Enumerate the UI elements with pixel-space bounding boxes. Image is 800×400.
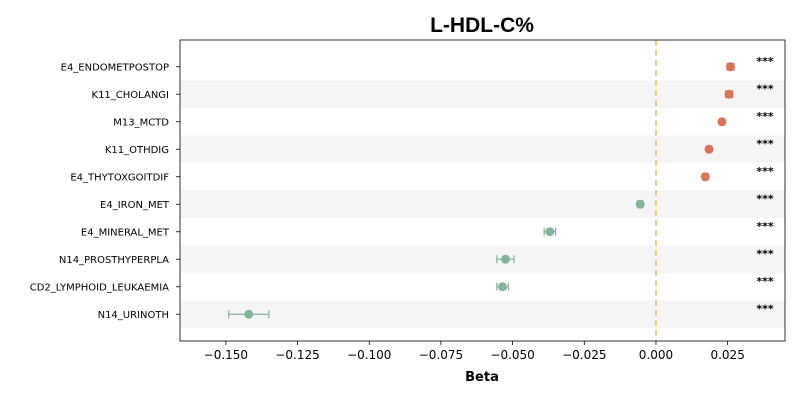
significance-label: *** xyxy=(756,82,774,95)
data-point-group: *** xyxy=(700,165,774,182)
significance-label: *** xyxy=(756,247,774,260)
y-tick-label: N14_URINOTH xyxy=(98,310,169,321)
row-stripes xyxy=(180,80,785,328)
beta-point xyxy=(726,62,736,72)
beta-point xyxy=(717,117,727,127)
x-tick-label: −0.025 xyxy=(562,348,606,362)
significance-label: *** xyxy=(756,220,774,233)
x-tick-label: −0.125 xyxy=(275,348,319,362)
y-tick-label: E4_MINERAL_MET xyxy=(81,227,170,238)
y-tick-label: CD2_LYMPHOID_LEUKAEMIA xyxy=(30,282,169,293)
row-stripe xyxy=(180,135,785,163)
row-stripe xyxy=(180,245,785,273)
significance-label: *** xyxy=(756,137,774,150)
y-tick-label: N14_PROSTHYPERPLA xyxy=(59,255,169,266)
y-tick-label: E4_IRON_MET xyxy=(100,200,170,211)
data-point-group: *** xyxy=(496,275,774,292)
axes-frame xyxy=(179,39,786,342)
beta-point xyxy=(704,144,714,154)
y-tick-label: K11_OTHDIG xyxy=(105,145,169,156)
beta-point xyxy=(500,254,510,264)
beta-point xyxy=(498,282,508,292)
x-tick-label: −0.075 xyxy=(419,348,463,362)
beta-point xyxy=(244,309,254,319)
x-tick-label: 0.025 xyxy=(710,348,744,362)
data-point-group: *** xyxy=(724,82,774,99)
significance-label: *** xyxy=(756,55,774,68)
x-axis-label: Beta xyxy=(465,370,499,385)
beta-point xyxy=(700,172,710,182)
beta-point xyxy=(635,199,645,209)
y-tick-label: E4_ENDOMETPOSTOP xyxy=(61,62,169,73)
row-stripe xyxy=(180,300,785,328)
data-point-group: *** xyxy=(717,110,774,127)
x-tick-label: −0.150 xyxy=(204,348,248,362)
data-marks: *** *** *** *** *** *** *** *** *** *** xyxy=(228,55,774,319)
beta-point xyxy=(724,89,734,99)
y-tick-label: E4_THYTOXGOITDIF xyxy=(70,172,169,183)
y-tick-label: M13_MCTD xyxy=(113,117,169,128)
chart-title: L-HDL-C% xyxy=(430,14,534,37)
y-tick-label: K11_CHOLANGI xyxy=(92,90,169,101)
row-stripe xyxy=(180,80,785,108)
x-tick-label: −0.100 xyxy=(347,348,391,362)
data-point-group: *** xyxy=(635,192,774,209)
data-point-group: *** xyxy=(726,55,774,72)
data-point-group: *** xyxy=(496,247,774,264)
significance-label: *** xyxy=(756,302,774,315)
data-point-group: *** xyxy=(704,137,774,154)
x-axis: −0.150 −0.125 −0.100 −0.075 −0.050 −0.025 0.00… xyxy=(204,341,745,362)
x-tick-label: 0.000 xyxy=(639,348,673,362)
data-point-group: *** xyxy=(543,220,774,237)
beta-point xyxy=(545,227,555,237)
significance-label: *** xyxy=(756,275,774,288)
y-axis: E4_ENDOMETPOSTOP K11_CHOLANGI M13_MCTD K11_… xyxy=(30,62,180,321)
significance-label: *** xyxy=(756,110,774,123)
row-stripe xyxy=(180,190,785,218)
x-tick-label: −0.050 xyxy=(490,348,534,362)
significance-label: *** xyxy=(756,192,774,205)
data-point-group: *** xyxy=(228,302,774,319)
significance-label: *** xyxy=(756,165,774,178)
